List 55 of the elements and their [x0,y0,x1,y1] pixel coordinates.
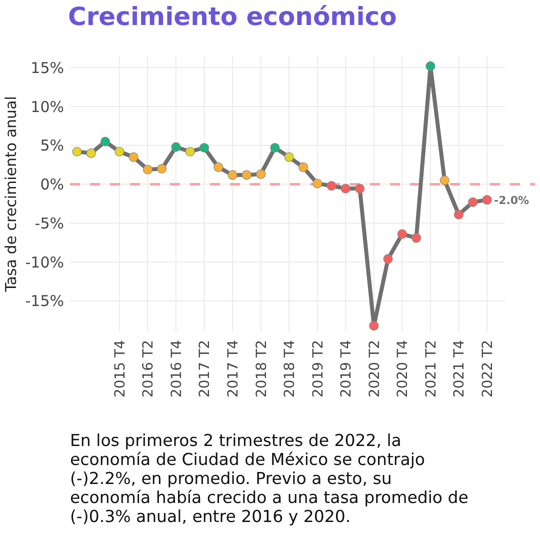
x-tick-label: 2021 T2 [423,340,440,398]
point [72,146,82,156]
point [326,181,336,191]
point [171,142,181,152]
y-tick-label: 0% [40,176,64,194]
point [228,170,238,180]
x-tick-label: 2018 T4 [282,340,298,398]
point [100,136,110,146]
point [284,152,294,162]
x-tick-label: 2019 T4 [338,340,355,398]
point [256,169,266,179]
point [298,162,308,172]
x-tick-label: 2021 T4 [452,340,468,398]
y-tick-label: -10% [25,253,64,272]
point [340,184,350,194]
x-tick-label: 2015 T4 [112,340,128,398]
point [468,197,478,207]
text: En los primeros 2 trimestres de 2022, la economía de Ciudad de México se contrajo (-)2.2%, en promedio. Previo a esto, su economía había crecido a una tasa promedio de (-)0.3% anual, entre 2016 y 2020. [70,431,468,526]
point [270,142,280,153]
point [128,152,138,162]
x-tick-label: 2017 T2 [197,340,214,398]
point [397,229,407,239]
y-tick-label: -15% [25,292,64,310]
x-tick-label: 2016 T2 [140,340,157,398]
point [383,254,393,264]
point [86,148,96,158]
y-tick-label: 5% [40,136,64,155]
point [412,233,422,243]
x-tick-label: 2016 T4 [168,340,185,398]
x-tick-label: 2022 T2 [480,340,496,398]
x-tick-label: 2019 T2 [310,340,326,398]
point [454,210,464,220]
x-tick-label: 2020 T2 [366,340,383,398]
point [157,164,167,174]
y-tick-label: -5% [34,214,64,232]
point [142,164,152,174]
point [440,176,450,186]
point [214,162,224,172]
x-tick-label: 2017 T4 [226,340,242,398]
point [199,142,210,153]
point [426,61,436,71]
y-axis-title: Tasa de crecimiento anual [2,96,20,293]
chart-title: Crecimiento económico [68,2,397,31]
x-tick-label: 2020 T4 [395,340,412,398]
point [482,195,492,205]
data-label: -2.0% [494,194,530,207]
x-tick-label: 2018 T2 [254,340,270,398]
point [354,184,365,194]
y-tick-label: 10% [30,98,64,116]
point [114,146,124,156]
point [242,170,252,180]
y-tick-label: 15% [30,58,64,77]
point [312,178,322,188]
point [369,320,379,331]
point [185,146,195,156]
